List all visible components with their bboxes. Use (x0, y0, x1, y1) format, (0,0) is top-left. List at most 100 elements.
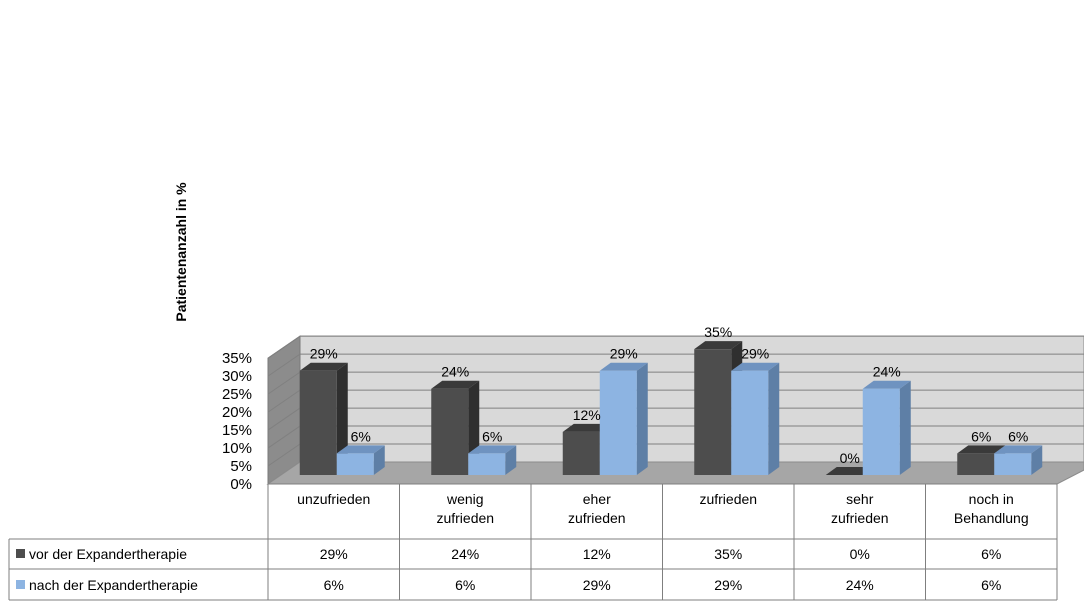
bar-front (694, 349, 732, 475)
table-value: 29% (714, 577, 742, 593)
table-value: 6% (981, 546, 1001, 562)
side-wall (267, 335, 301, 485)
bar-top (299, 362, 348, 371)
data-label: 29% (610, 346, 638, 362)
y-tick-label: 15% (222, 422, 252, 439)
data-label: 6% (1008, 428, 1028, 444)
table-value: 29% (320, 546, 348, 562)
bar-front (336, 453, 374, 475)
bar-top (994, 445, 1043, 454)
y-tick-label: 25% (222, 386, 252, 403)
bar (825, 467, 874, 475)
gridline-side (267, 353, 301, 377)
bar (431, 380, 480, 475)
category-label: wenig (446, 491, 484, 507)
category-label: zufrieden (831, 510, 889, 526)
bar-front (299, 370, 337, 475)
category-label: zufrieden (436, 510, 494, 526)
category-label: noch in (969, 491, 1014, 507)
bar-top (336, 445, 385, 454)
y-tick-label: 10% (222, 440, 252, 457)
bar-top (825, 467, 874, 475)
bar-side (336, 362, 348, 475)
category-label: Behandlung (954, 510, 1029, 526)
series-name: vor der Expandertherapie (29, 546, 187, 562)
table-value: 12% (583, 546, 611, 562)
bar-top (562, 423, 611, 432)
bar-top (694, 341, 743, 350)
data-label: 6% (482, 428, 502, 444)
gridline-side (267, 443, 301, 467)
gridline-side (267, 425, 301, 449)
category-label: eher (583, 491, 611, 507)
legend-swatch (16, 580, 25, 589)
bar-front (731, 370, 769, 475)
y-axis-label: Patientenanzahl in % (173, 182, 189, 322)
data-label: 12% (573, 407, 601, 423)
y-tick-label: 20% (222, 404, 252, 421)
data-label: 24% (873, 364, 901, 380)
series-name: nach der Expandertherapie (29, 577, 198, 593)
data-label: 35% (704, 324, 732, 340)
bar-front (599, 370, 637, 475)
bar-side (1031, 445, 1043, 475)
category-label: sehr (846, 491, 874, 507)
bar-side (899, 380, 911, 475)
table-value: 24% (846, 577, 874, 593)
bar-front (468, 453, 506, 475)
gridline-side (267, 335, 301, 359)
table-value: 24% (451, 546, 479, 562)
table-value: 29% (583, 577, 611, 593)
bar-front (562, 431, 600, 475)
gridline-side (267, 407, 301, 431)
table-value: 6% (981, 577, 1001, 593)
data-label: 29% (310, 346, 338, 362)
bar-front (431, 388, 469, 475)
bar-top (862, 380, 911, 389)
back-wall (299, 335, 1084, 463)
data-label: 6% (351, 428, 371, 444)
table-value: 6% (455, 577, 475, 593)
bar-side (373, 445, 385, 475)
bar (468, 445, 517, 475)
bar (731, 362, 780, 475)
y-axis-ticks: 0%5%10%15%20%25%30%35% (222, 350, 252, 493)
category-label: zufrieden (568, 510, 626, 526)
data-label: 6% (971, 428, 991, 444)
bar-top (599, 362, 648, 371)
y-tick-label: 5% (230, 458, 252, 475)
bar (599, 362, 648, 475)
bar-top (957, 445, 1006, 454)
bar-top (731, 362, 780, 371)
gridlines (267, 335, 1084, 467)
category-label: unzufrieden (297, 491, 370, 507)
data-labels: 29% 6% 24% 6% 12% 29% 35% 29% 0% 24% 6% 6% (310, 324, 1029, 466)
table-value: 35% (714, 546, 742, 562)
bar-side (768, 362, 780, 475)
legend-swatch (16, 549, 25, 558)
bar-front (994, 453, 1032, 475)
bar (862, 380, 911, 475)
table-value: 0% (850, 546, 870, 562)
y-tick-label: 35% (222, 350, 252, 367)
bar-side (505, 445, 517, 475)
bar-front (862, 388, 900, 475)
y-tick-label: 30% (222, 368, 252, 385)
data-table: unzufrieden wenig zufrieden eher zufrieden zu… (8, 483, 1058, 601)
table-value: 6% (324, 577, 344, 593)
category-label: zufrieden (699, 491, 757, 507)
bar (336, 445, 385, 475)
data-label: 29% (741, 346, 769, 362)
bar-front (957, 453, 995, 475)
y-tick-label: 0% (230, 476, 252, 493)
data-label: 24% (441, 364, 469, 380)
bar-top (431, 380, 480, 389)
gridline-side (267, 389, 301, 413)
bar-side (636, 362, 648, 475)
bar (299, 362, 348, 475)
data-label: 0% (840, 450, 860, 466)
gridline-side (267, 371, 301, 395)
bars (299, 341, 1043, 475)
bar-top (468, 445, 517, 454)
